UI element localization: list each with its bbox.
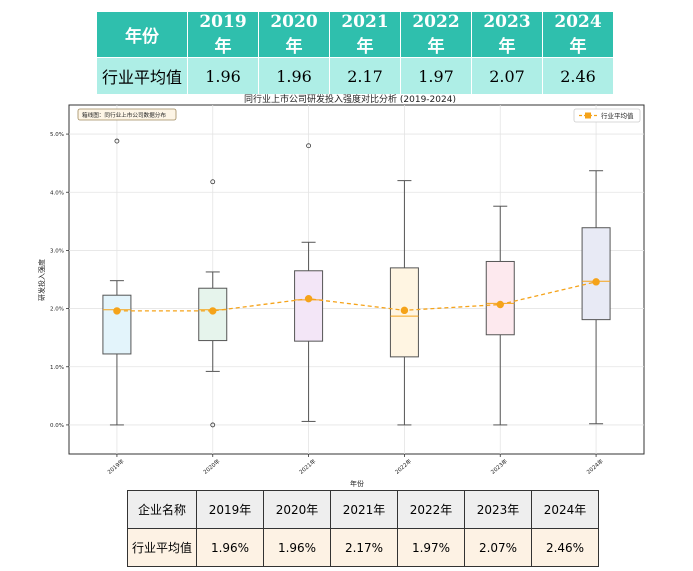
x-tick-label: 2020年	[201, 457, 221, 476]
legend-label: 行业平均值	[601, 111, 634, 120]
box-iqr	[294, 270, 324, 342]
box-iqr	[102, 294, 132, 355]
x-axis-ticks: 2019年 2020年 2021年 2022年 2023年 2024年	[106, 454, 605, 476]
box-plot-chart: 同行业上市公司研发投入强度对比分析 (2019-2024) 0.0% 1.0% 2.…	[37, 93, 645, 488]
table-header-cell: 2019 年	[187, 11, 259, 58]
table-cell: 行业平均值	[127, 528, 197, 567]
legend-marker-swatch	[585, 112, 591, 119]
legend: 行业平均值	[573, 108, 641, 123]
y-tick-label: 2.0%	[50, 307, 64, 313]
table-header-row: 年份 2019 年 2020 年 2021 年 2022 年 2023 年 20…	[96, 11, 614, 58]
table-header-cell: 2021 年	[329, 11, 401, 58]
summary-table-top: 年份 2019 年 2020 年 2021 年 2022 年 2023 年 20…	[96, 11, 614, 95]
table-header-cell: 年份	[96, 11, 188, 58]
table-cell: 1.96%	[196, 528, 264, 567]
table-cell: 1.96%	[263, 528, 331, 567]
table-header-cell: 2020年	[263, 490, 331, 529]
x-tick-label: 2019年	[106, 457, 126, 476]
average-point	[592, 278, 600, 286]
table-header-cell: 2024 年	[542, 11, 614, 58]
summary-table-bottom: 企业名称 2019年 2020年 2021年 2022年 2023年 2024年…	[127, 490, 599, 567]
box-iqr	[485, 260, 515, 336]
x-tick-label: 2022年	[393, 457, 413, 476]
y-tick-label: 4.0%	[50, 190, 64, 196]
y-tick-label: 0.0%	[50, 423, 64, 429]
average-point	[496, 300, 504, 309]
table-cell: 1.97	[400, 57, 472, 95]
table-cell: 1.96	[187, 57, 259, 95]
table-cell: 1.96	[258, 57, 330, 95]
average-line	[116, 281, 597, 312]
table-header-cell: 2023 年	[471, 11, 543, 58]
outlier-point	[306, 143, 311, 149]
y-tick-label: 1.0%	[50, 365, 64, 371]
x-axis-label: 年份	[350, 479, 364, 488]
y-tick-label: 3.0%	[50, 248, 64, 254]
average-point	[304, 294, 313, 303]
table-header-cell: 2022年	[397, 490, 465, 529]
table-header-cell: 2019年	[196, 490, 264, 529]
table-row: 行业平均值 1.96 1.96 2.17 1.97 2.07 2.46	[96, 57, 614, 95]
x-tick-label: 2023年	[489, 457, 509, 476]
table-cell: 1.97%	[397, 528, 465, 567]
table-cell: 2.07	[471, 57, 543, 95]
table-cell: 行业平均值	[96, 57, 188, 95]
table-cell: 2.17%	[330, 528, 398, 567]
average-point	[113, 307, 121, 315]
table-header-cell: 2021年	[330, 490, 398, 529]
table-header-cell: 企业名称	[127, 490, 197, 529]
annotation-text: 箱线图：同行业上市公司数据分布	[82, 111, 166, 119]
table-header-row: 企业名称 2019年 2020年 2021年 2022年 2023年 2024年	[127, 490, 599, 529]
table-cell: 2.46%	[531, 528, 599, 567]
average-point	[400, 306, 409, 315]
table-header-cell: 2020 年	[258, 11, 330, 58]
plot-area	[68, 104, 645, 455]
outlier-point	[114, 138, 120, 144]
annotation-box: 箱线图：同行业上市公司数据分布	[77, 108, 177, 121]
average-point	[209, 307, 217, 315]
table-header-cell: 2022 年	[400, 11, 472, 58]
outlier-point	[210, 179, 216, 185]
box-layer	[102, 138, 611, 428]
chart-title: 同行业上市公司研发投入强度对比分析 (2019-2024)	[244, 93, 456, 105]
table-cell: 2.07%	[464, 528, 532, 567]
y-axis-label: 研发投入强度	[37, 259, 46, 301]
x-tick-label: 2021年	[297, 457, 317, 476]
y-tick-label: 5.0%	[50, 132, 64, 138]
table-header-cell: 2024年	[531, 490, 599, 529]
x-tick-label: 2024年	[585, 457, 605, 476]
average-line-layer	[113, 278, 600, 315]
y-axis-ticks: 0.0% 1.0% 2.0% 3.0% 4.0% 5.0%	[50, 132, 69, 429]
table-cell: 2.46	[542, 57, 614, 95]
table-header-cell: 2023年	[464, 490, 532, 529]
box-iqr	[581, 227, 611, 321]
outlier-point	[210, 422, 216, 428]
table-row: 行业平均值 1.96% 1.96% 2.17% 1.97% 2.07% 2.46…	[127, 528, 599, 567]
table-cell: 2.17	[329, 57, 401, 95]
